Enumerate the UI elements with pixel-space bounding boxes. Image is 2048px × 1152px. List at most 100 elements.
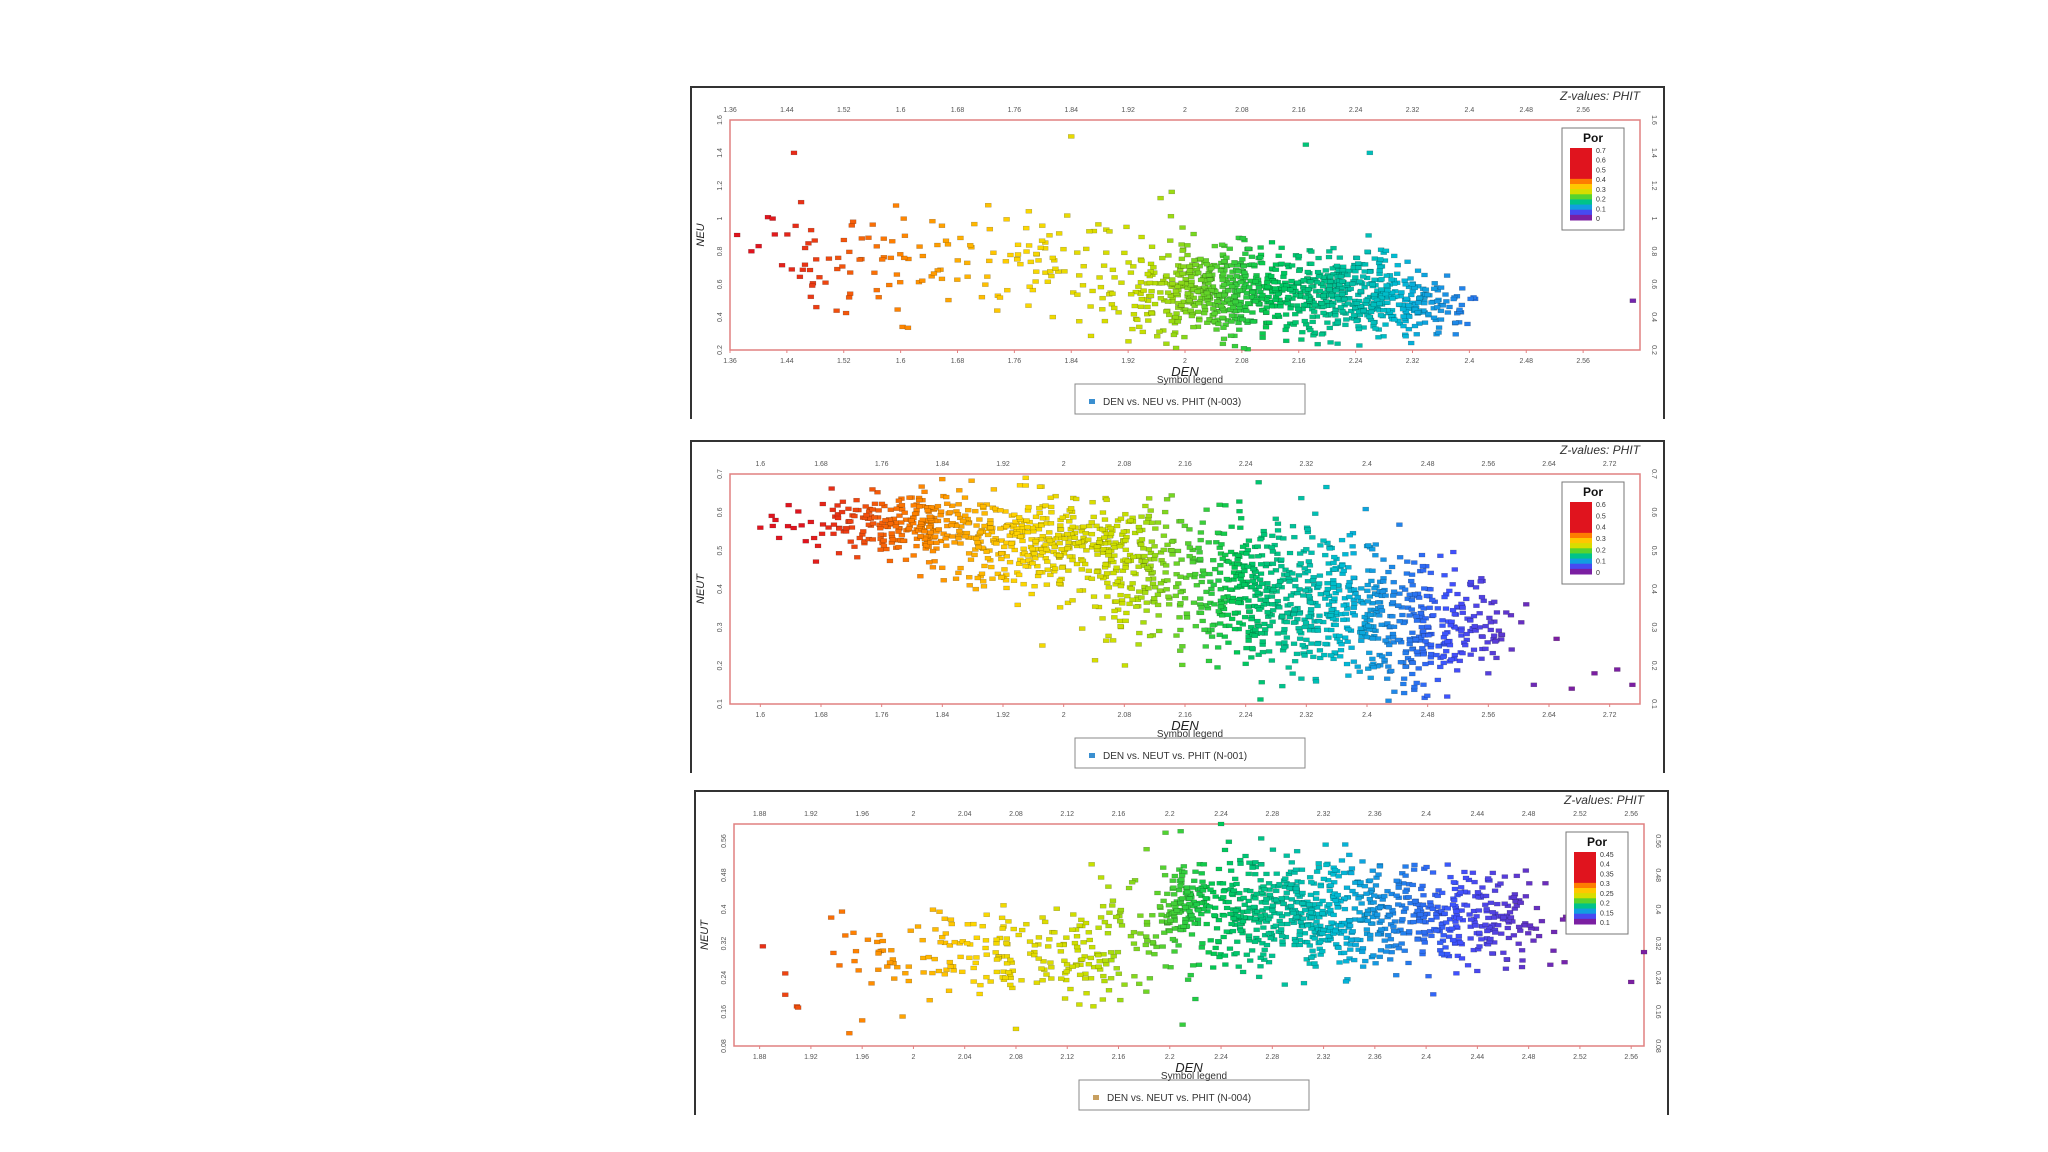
scatter-point (1011, 512, 1018, 517)
scatter-point (1450, 296, 1457, 302)
scatter-point (1237, 525, 1244, 530)
scatter-point (1071, 535, 1079, 541)
scatter-point (833, 308, 840, 313)
scatter-point (1183, 611, 1191, 616)
scatter-point (1260, 925, 1267, 930)
scatter-point (1452, 320, 1459, 325)
scatter-point (1351, 601, 1358, 607)
x-tick-label: 1.44 (780, 358, 794, 365)
scatter-point (1055, 553, 1063, 558)
scatter-point (944, 242, 952, 247)
scatter-point (1047, 960, 1054, 965)
scatter-point (1170, 901, 1178, 906)
scatter-point (926, 524, 933, 530)
scatter-point (1168, 548, 1176, 553)
scatter-point (880, 538, 888, 543)
scatter-point (1178, 557, 1185, 562)
scatter-point (757, 525, 764, 530)
scatter-point (1452, 924, 1460, 929)
scatter-point (1241, 582, 1248, 588)
symbol-legend-title: Symbol legend (1161, 1071, 1227, 1082)
scatter-point (1148, 244, 1156, 249)
scatter-point (1354, 594, 1361, 600)
scatter-point (1381, 893, 1388, 899)
scatter-point (1380, 579, 1387, 584)
scatter-point (1320, 876, 1328, 882)
scatter-point (1219, 341, 1227, 347)
scatter-point (1453, 971, 1460, 976)
scatter-point (838, 909, 846, 914)
scatter-point (1146, 280, 1154, 286)
scatter-point (1144, 565, 1151, 571)
scatter-point (1424, 693, 1431, 698)
scatter-point (1259, 639, 1266, 644)
symbol-legend-entry: DEN vs. NEUT vs. PHIT (N-004) (1107, 1093, 1251, 1104)
colorbar-swatch (1570, 163, 1592, 170)
scatter-point (1143, 608, 1150, 613)
y-tick-label-right: 0.32 (1654, 937, 1661, 951)
scatter-point (1274, 631, 1281, 636)
scatter-point (1366, 878, 1374, 883)
scatter-point (1382, 593, 1389, 598)
scatter-point (1393, 972, 1400, 978)
scatter-point (937, 940, 944, 945)
x-tick-label-top: 2.24 (1214, 811, 1228, 818)
scatter-point (1396, 522, 1403, 527)
scatter-point (968, 478, 975, 483)
scatter-point (1043, 547, 1050, 552)
symbol-legend-box (1078, 1079, 1310, 1111)
scatter-point (1449, 902, 1457, 907)
scatter-point (1229, 928, 1237, 934)
x-tick-label: 2.2 (1165, 1054, 1175, 1061)
scatter-point (822, 280, 829, 285)
scatter-point (1345, 627, 1352, 632)
scatter-point (1036, 484, 1044, 489)
scatter-point (1430, 315, 1438, 320)
scatter-point (1158, 912, 1165, 918)
scatter-point (1199, 888, 1207, 893)
scatter-point (818, 531, 826, 537)
scatter-point (1236, 890, 1243, 896)
scatter-point (1249, 645, 1256, 651)
y-tick-label: 1.4 (717, 148, 724, 158)
scatter-point (1101, 517, 1109, 522)
scatter-point (1234, 913, 1241, 919)
scatter-point (1081, 976, 1089, 981)
scatter-point (1518, 620, 1525, 625)
scatter-point (851, 513, 858, 519)
scatter-point (1307, 600, 1314, 605)
scatter-point (1205, 540, 1212, 545)
scatter-point (1025, 209, 1033, 214)
scatter-point (1305, 559, 1313, 564)
scatter-point (949, 534, 956, 539)
scatter-point (1026, 284, 1033, 289)
scatter-point (1374, 932, 1382, 937)
scatter-point (1271, 279, 1278, 285)
scatter-point (1219, 277, 1226, 283)
scatter-point (1317, 655, 1324, 661)
scatter-point (1039, 915, 1046, 920)
scatter-point (1279, 614, 1286, 620)
scatter-point (1491, 930, 1499, 935)
scatter-point (1299, 890, 1306, 896)
scatter-point (1252, 860, 1259, 865)
scatter-point (1245, 301, 1252, 306)
scatter-point (1369, 868, 1376, 873)
scatter-point (1233, 273, 1240, 279)
scatter-point (1327, 883, 1335, 888)
scatter-point (874, 939, 881, 945)
scatter-point (1478, 937, 1485, 942)
scatter-point (1418, 552, 1426, 558)
scatter-point (1091, 604, 1099, 609)
scatter-point (1061, 269, 1068, 274)
scatter-point (1076, 319, 1083, 324)
scatter-point (1248, 254, 1256, 260)
scatter-point (1055, 532, 1062, 538)
scatter-point (1216, 632, 1223, 638)
scatter-point (1513, 903, 1521, 908)
scatter-point (1354, 261, 1362, 266)
scatter-point (1340, 603, 1347, 608)
scatter-point (1451, 652, 1459, 658)
scatter-point (926, 997, 933, 1003)
scatter-point (1249, 289, 1256, 295)
